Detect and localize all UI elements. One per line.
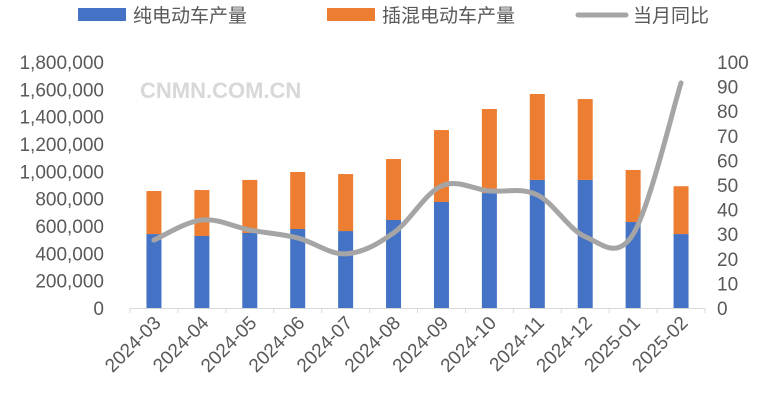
right-tick-label: 100 (717, 53, 749, 74)
bar-phev (194, 190, 210, 236)
right-tick-label: 90 (717, 78, 738, 99)
bar-bev (338, 231, 354, 308)
right-tick-label: 70 (717, 127, 738, 148)
bar-phev (338, 174, 354, 232)
bar-phev (290, 172, 306, 230)
left-tick-label: 600,000 (35, 217, 104, 238)
legend-swatch (327, 8, 375, 21)
bar-bev (242, 232, 258, 308)
bar-bev (290, 229, 306, 308)
right-axis: 0 10 20 30 40 50 60 70 80 90 100 (717, 53, 749, 320)
left-tick-label: 800,000 (35, 190, 104, 211)
bars (146, 93, 689, 308)
bar-phev (481, 109, 497, 194)
bar-bev (625, 222, 641, 308)
left-tick-label: 1,400,000 (19, 108, 104, 129)
bar-bev (673, 234, 689, 308)
watermark: CNMN.COM.CN (140, 78, 301, 103)
bar-bev (433, 201, 449, 308)
left-tick-label: 1,800,000 (19, 53, 104, 74)
bar-phev (673, 186, 689, 235)
bar-phev (625, 169, 641, 223)
bar-phev (242, 179, 258, 233)
right-tick-label: 80 (717, 102, 738, 123)
bar-phev (529, 93, 545, 180)
bar-phev (386, 159, 402, 220)
right-tick-label: 20 (717, 250, 738, 271)
right-tick-label: 10 (717, 274, 738, 295)
legend-label: 当月同比 (633, 5, 709, 27)
bar-phev (577, 99, 593, 180)
yoy-line-path (151, 80, 684, 257)
right-tick-label: 0 (717, 299, 728, 320)
bar-bev (386, 219, 402, 308)
right-tick-label: 60 (717, 151, 738, 172)
legend: 纯电动车产量 插混电动车产量 当月同比 (78, 5, 709, 27)
left-axis: 0 200,000 400,000 600,000 800,000 1,000,000 1,… (19, 53, 104, 320)
left-tick-label: 400,000 (35, 244, 104, 265)
left-tick-label: 0 (93, 299, 104, 320)
bar-bev (194, 235, 210, 308)
right-tick-label: 40 (717, 201, 738, 222)
left-tick-label: 1,200,000 (19, 135, 104, 156)
x-axis: 2024-032024-042024-052024-062024-072024-… (101, 308, 706, 377)
bar-bev (577, 179, 593, 308)
bar-bev (146, 234, 162, 308)
legend-label: 插混电动车产量 (382, 5, 515, 27)
left-tick-label: 200,000 (35, 272, 104, 293)
bar-phev (146, 191, 162, 235)
bar-bev (481, 193, 497, 308)
right-tick-label: 30 (717, 225, 738, 246)
yoy-line (151, 80, 684, 257)
bar-bev (529, 179, 545, 308)
left-tick-label: 1,000,000 (19, 162, 104, 183)
right-tick-label: 50 (717, 176, 738, 197)
legend-label: 纯电动车产量 (133, 5, 247, 27)
legend-swatch (78, 8, 126, 21)
left-tick-label: 1,600,000 (19, 80, 104, 101)
